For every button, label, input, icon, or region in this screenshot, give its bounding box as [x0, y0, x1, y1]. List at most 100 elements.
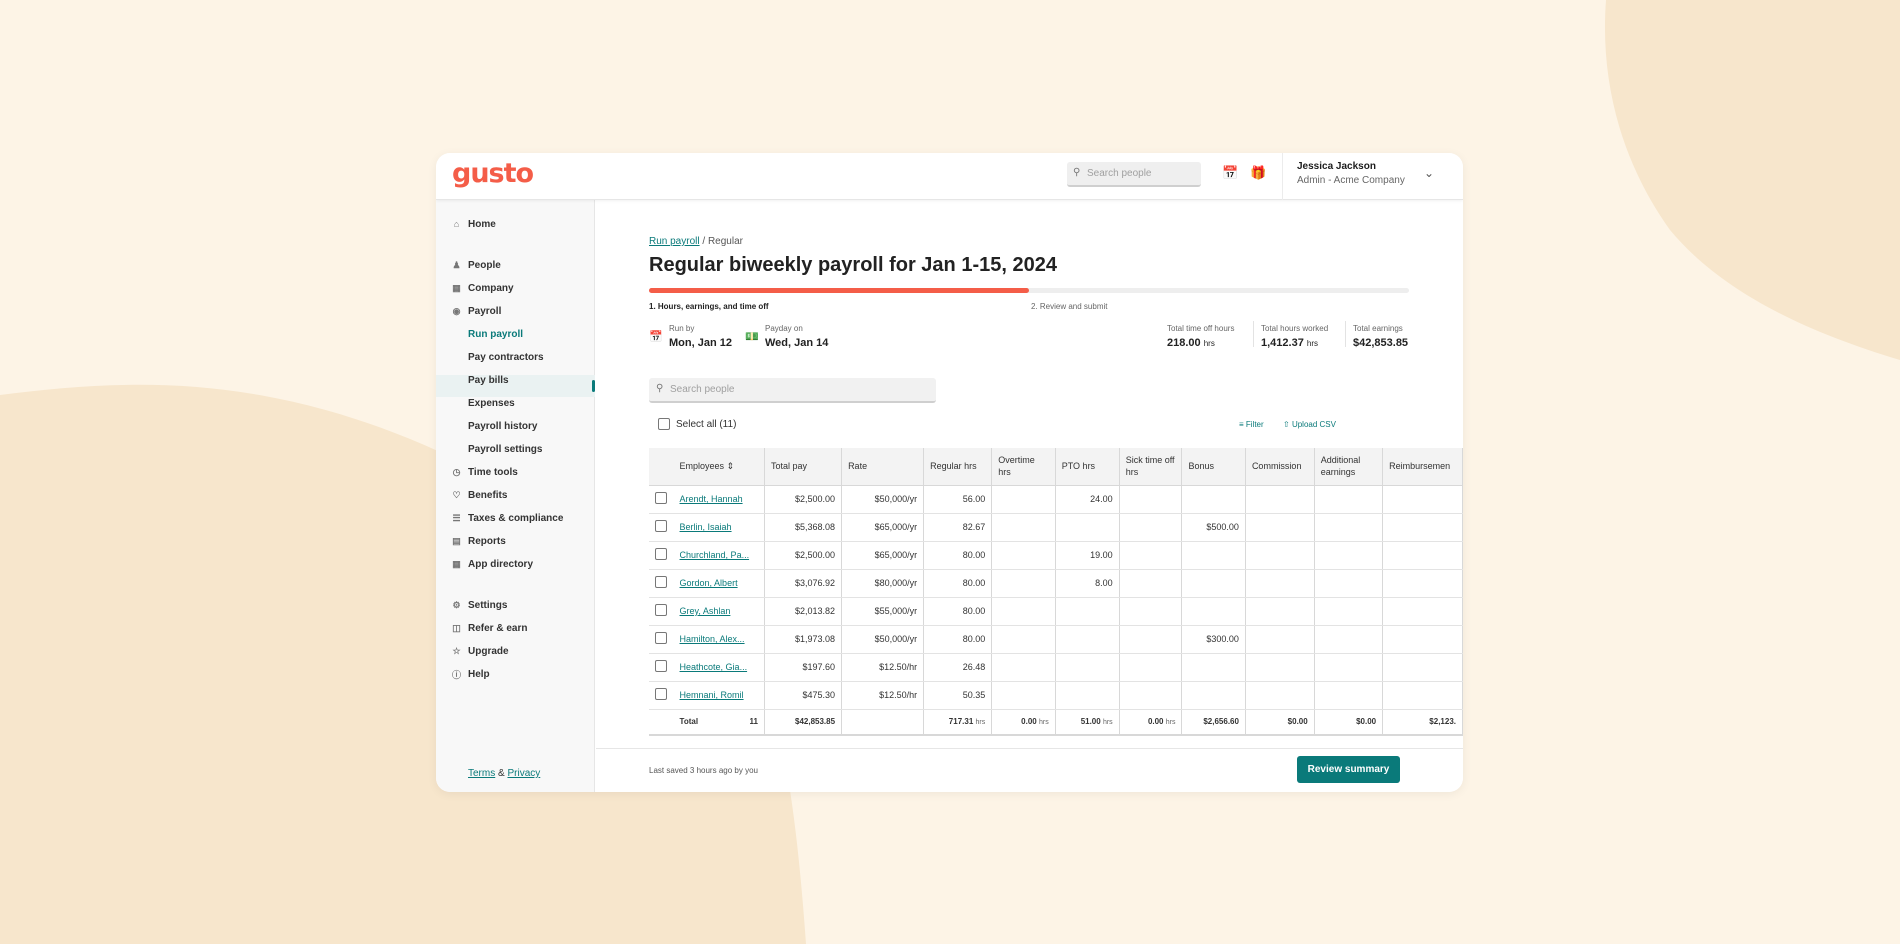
row-checkbox[interactable]	[655, 660, 668, 672]
table-cell[interactable]	[1119, 513, 1183, 542]
employee-link[interactable]: Heathcote, Gia...	[679, 662, 748, 672]
chevron-down-icon[interactable]: ⌄	[1424, 166, 1435, 180]
sidebar-item-people[interactable]: ♟ People	[451, 258, 500, 272]
table-cell[interactable]: 50.35	[923, 681, 993, 710]
table-cell[interactable]	[1245, 541, 1315, 570]
table-cell[interactable]: 24.00	[1055, 485, 1120, 514]
table-cell[interactable]	[1314, 653, 1384, 682]
sidebar-item-home[interactable]: ⌂ Home	[451, 217, 496, 231]
sidebar-item-pay-bills[interactable]: Pay bills	[468, 373, 509, 387]
table-cell[interactable]	[1314, 541, 1384, 570]
table-cell[interactable]	[1245, 681, 1315, 710]
sidebar-item-run-payroll[interactable]: Run payroll	[468, 327, 523, 341]
table-cell[interactable]	[1382, 597, 1463, 626]
table-cell[interactable]	[1382, 569, 1463, 598]
select-all[interactable]: Select all (11)	[658, 418, 736, 430]
table-cell[interactable]	[1245, 597, 1315, 626]
row-checkbox[interactable]	[655, 492, 668, 504]
sidebar-item-reports[interactable]: ▤ Reports	[451, 534, 506, 548]
row-checkbox[interactable]	[655, 604, 668, 616]
table-cell[interactable]	[1382, 485, 1463, 514]
table-cell[interactable]	[1314, 569, 1384, 598]
table-cell[interactable]	[991, 597, 1056, 626]
employee-link[interactable]: Gordon, Albert	[679, 578, 738, 588]
table-cell[interactable]	[1382, 541, 1463, 570]
employee-link[interactable]: Berlin, Isaiah	[679, 522, 732, 532]
table-cell[interactable]: 56.00	[923, 485, 993, 514]
top-search-input[interactable]: ⚲ Search people	[1067, 162, 1201, 187]
sidebar-item-time-tools[interactable]: ◷ Time tools	[451, 465, 518, 479]
gift-icon[interactable]: 🎁	[1250, 165, 1267, 180]
employee-link[interactable]: Hemnani, Romil	[679, 690, 744, 700]
gusto-logo[interactable]: gusto	[452, 158, 534, 189]
table-cell[interactable]	[991, 653, 1056, 682]
table-cell[interactable]	[1055, 597, 1120, 626]
terms-link[interactable]: Terms	[468, 768, 496, 779]
table-cell[interactable]	[1245, 513, 1315, 542]
table-cell[interactable]	[1181, 541, 1246, 570]
table-cell[interactable]	[1245, 485, 1315, 514]
row-checkbox[interactable]	[655, 520, 668, 532]
sidebar-item-company[interactable]: ▦ Company	[451, 281, 513, 295]
employee-link[interactable]: Arendt, Hannah	[679, 494, 743, 504]
table-cell[interactable]	[1382, 625, 1463, 654]
row-checkbox[interactable]	[655, 576, 668, 588]
filter-button[interactable]: ≡ Filter	[1239, 420, 1264, 429]
table-cell[interactable]	[1055, 653, 1120, 682]
table-cell[interactable]	[1055, 681, 1120, 710]
table-cell[interactable]	[1245, 625, 1315, 654]
employee-link[interactable]: Churchland, Pa...	[679, 550, 750, 560]
sidebar-item-expenses[interactable]: Expenses	[468, 396, 515, 410]
table-cell[interactable]	[1119, 653, 1183, 682]
table-cell[interactable]	[1119, 569, 1183, 598]
table-cell[interactable]	[1119, 625, 1183, 654]
table-cell[interactable]	[1314, 681, 1384, 710]
table-cell[interactable]	[1314, 597, 1384, 626]
table-cell[interactable]: 26.48	[923, 653, 993, 682]
table-cell[interactable]	[1181, 569, 1246, 598]
table-cell[interactable]: 80.00	[923, 569, 993, 598]
breadcrumb-run-payroll-link[interactable]: Run payroll	[649, 236, 700, 247]
sidebar-item-taxes[interactable]: ☰ Taxes & compliance	[451, 511, 563, 525]
sort-icon[interactable]: ⇕	[726, 461, 735, 472]
table-cell[interactable]	[1382, 653, 1463, 682]
table-cell[interactable]	[1055, 625, 1120, 654]
table-cell[interactable]: 80.00	[923, 541, 993, 570]
table-cell[interactable]: 80.00	[923, 597, 993, 626]
table-cell[interactable]	[1119, 597, 1183, 626]
table-cell[interactable]: $500.00	[1181, 513, 1246, 542]
sidebar-item-pay-contractors[interactable]: Pay contractors	[468, 350, 544, 364]
sidebar-item-benefits[interactable]: ♡ Benefits	[451, 488, 507, 502]
select-all-checkbox[interactable]	[658, 418, 670, 430]
table-cell[interactable]	[991, 569, 1056, 598]
column-header-employees[interactable]: Employees ⇕	[673, 448, 765, 486]
row-checkbox[interactable]	[655, 688, 668, 700]
sidebar-item-refer[interactable]: ◫ Refer & earn	[451, 621, 527, 635]
sidebar-item-app-directory[interactable]: ▦ App directory	[451, 557, 533, 571]
table-cell[interactable]	[1245, 653, 1315, 682]
table-cell[interactable]	[1314, 485, 1384, 514]
row-checkbox[interactable]	[655, 632, 668, 644]
table-cell[interactable]: 82.67	[923, 513, 993, 542]
table-cell[interactable]	[1382, 513, 1463, 542]
table-cell[interactable]	[1119, 541, 1183, 570]
employee-link[interactable]: Hamilton, Alex...	[679, 634, 745, 644]
sidebar-item-payroll-history[interactable]: Payroll history	[468, 419, 537, 433]
table-cell[interactable]	[991, 681, 1056, 710]
table-cell[interactable]	[1245, 569, 1315, 598]
table-cell[interactable]: 8.00	[1055, 569, 1120, 598]
review-summary-button[interactable]: Review summary	[1297, 756, 1400, 783]
table-cell[interactable]: $300.00	[1181, 625, 1246, 654]
table-cell[interactable]	[1055, 513, 1120, 542]
calendar-icon[interactable]: 📅	[1222, 165, 1239, 180]
table-cell[interactable]	[991, 541, 1056, 570]
privacy-link[interactable]: Privacy	[507, 768, 541, 779]
sidebar-item-payroll[interactable]: ◉ Payroll	[451, 304, 502, 318]
table-cell[interactable]	[1314, 625, 1384, 654]
table-cell[interactable]	[1382, 681, 1463, 710]
sidebar-item-payroll-settings[interactable]: Payroll settings	[468, 442, 542, 456]
employee-link[interactable]: Grey, Ashlan	[679, 606, 731, 616]
table-cell[interactable]	[991, 485, 1056, 514]
table-cell[interactable]: 19.00	[1055, 541, 1120, 570]
people-search-input[interactable]: ⚲ Search people	[649, 378, 936, 403]
